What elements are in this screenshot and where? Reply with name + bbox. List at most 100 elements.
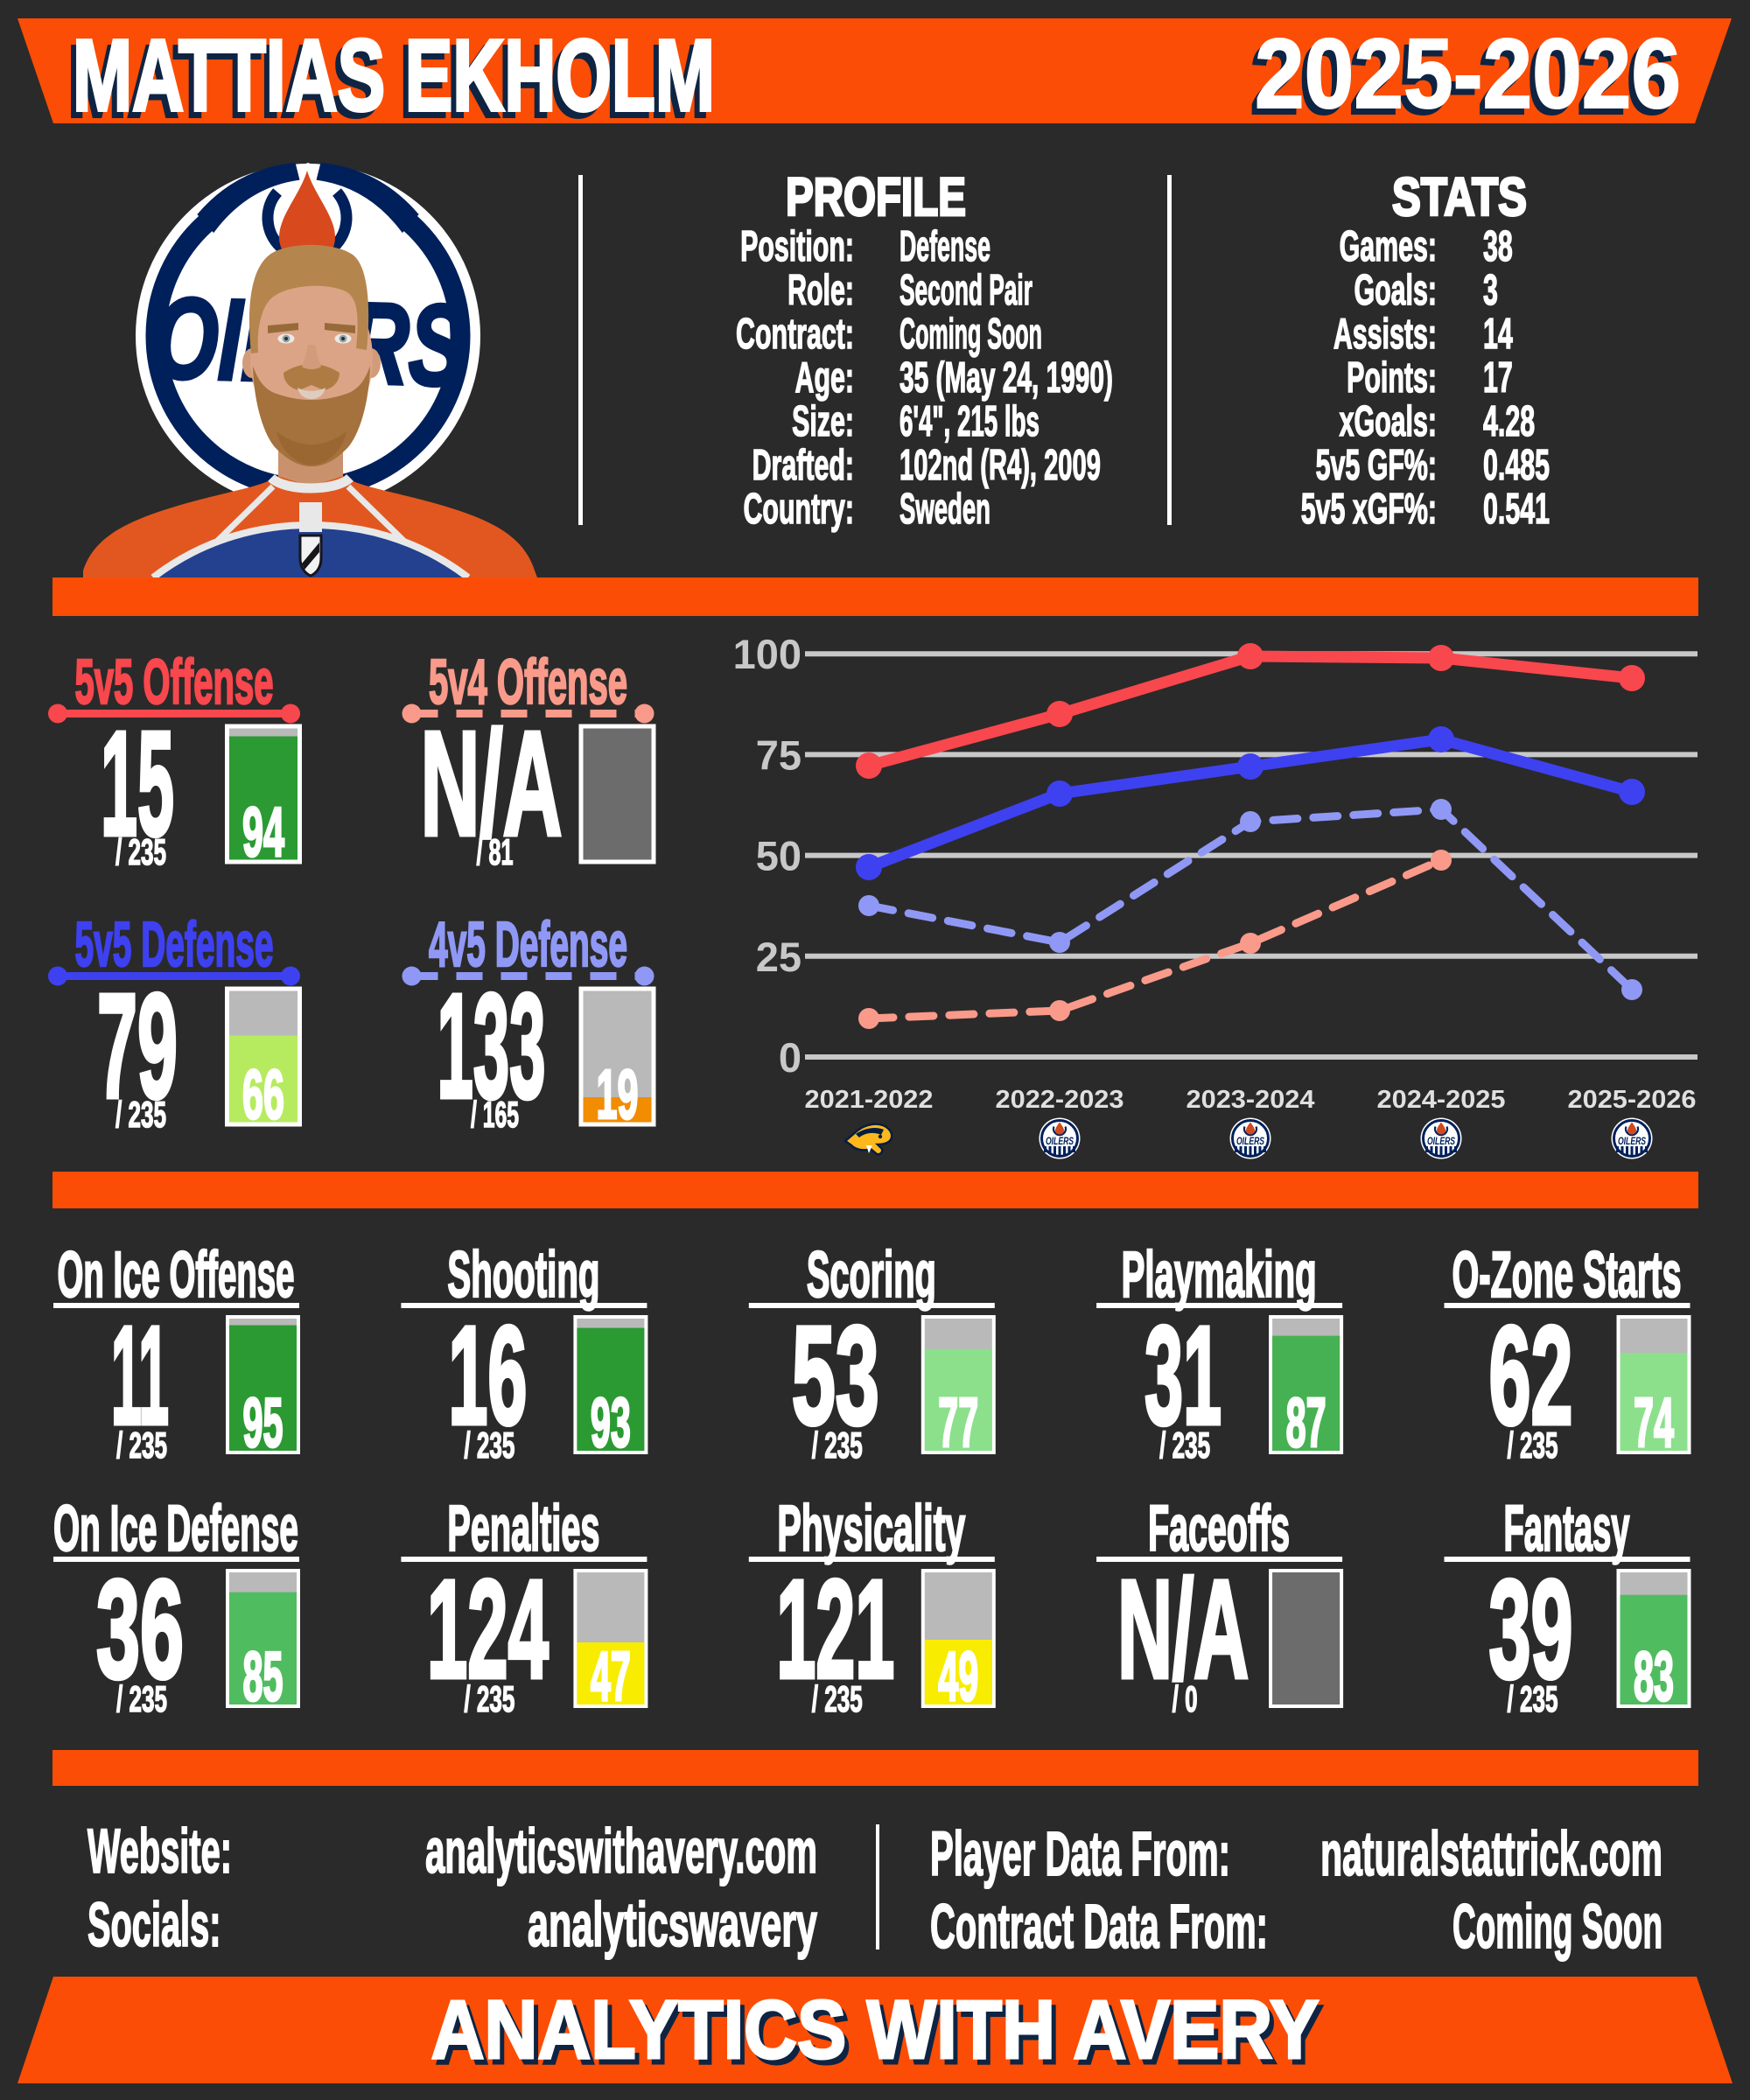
svg-text:Assists:: Assists: [1334, 310, 1437, 358]
svg-text:74: 74 [1634, 1383, 1674, 1461]
svg-text:Shooting: Shooting [447, 1238, 599, 1311]
svg-text:11: 11 [111, 1297, 169, 1453]
svg-text:2025-2026: 2025-2026 [1568, 1086, 1697, 1114]
svg-text:/ 235: / 235 [116, 1425, 167, 1466]
svg-text:83: 83 [1634, 1637, 1674, 1715]
svg-text:25: 25 [756, 934, 802, 980]
svg-text:Player Data From:: Player Data From: [930, 1820, 1230, 1889]
svg-text:Points:: Points: [1347, 354, 1437, 402]
svg-text:Coming Soon: Coming Soon [1452, 1892, 1662, 1961]
svg-text:Faceoffs: Faceoffs [1148, 1492, 1290, 1565]
svg-text:62: 62 [1489, 1298, 1573, 1454]
svg-text:N/A: N/A [421, 702, 563, 867]
svg-text:On Ice Defense: On Ice Defense [53, 1493, 298, 1565]
svg-text:Contract:: Contract: [736, 310, 854, 358]
svg-text:85: 85 [243, 1637, 284, 1715]
svg-text:6'4", 215 lbs: 6'4", 215 lbs [900, 398, 1040, 445]
svg-text:/ 235: / 235 [1508, 1679, 1558, 1720]
svg-text:2021-2022: 2021-2022 [805, 1086, 934, 1114]
svg-text:102nd (R4), 2009: 102nd (R4), 2009 [900, 441, 1101, 489]
svg-text:/ 81: / 81 [477, 833, 514, 873]
svg-text:3: 3 [1483, 266, 1498, 314]
svg-text:Sweden: Sweden [900, 486, 990, 533]
svg-text:15: 15 [101, 700, 174, 866]
svg-text:4.28: 4.28 [1483, 397, 1535, 445]
svg-text:36: 36 [96, 1551, 184, 1708]
svg-text:124: 124 [427, 1552, 549, 1708]
svg-text:O-Zone Starts: O-Zone Starts [1452, 1238, 1682, 1312]
svg-text:ANALYTICS WITH AVERY: ANALYTICS WITH AVERY [436, 1989, 1324, 2082]
svg-text:/ 235: / 235 [1508, 1425, 1558, 1466]
svg-text:Goals:: Goals: [1354, 266, 1437, 314]
svg-text:2022-2023: 2022-2023 [996, 1086, 1124, 1114]
svg-text:/ 165: / 165 [471, 1095, 519, 1135]
svg-text:95: 95 [243, 1383, 284, 1461]
svg-text:OILERS: OILERS [1046, 1137, 1074, 1148]
svg-text:Drafted:: Drafted: [752, 441, 854, 489]
svg-text:/ 235: / 235 [116, 832, 166, 873]
svg-text:133: 133 [437, 962, 545, 1129]
svg-text:2025-2026: 2025-2026 [1255, 18, 1681, 129]
svg-text:OILERS: OILERS [1618, 1137, 1646, 1148]
svg-text:STATS: STATS [1392, 167, 1527, 227]
svg-text:14: 14 [1483, 310, 1513, 358]
svg-text:2023-2024: 2023-2024 [1186, 1086, 1315, 1114]
svg-text:93: 93 [591, 1383, 631, 1461]
svg-text:87: 87 [1286, 1383, 1326, 1461]
svg-text:5v4 Offense: 5v4 Offense [429, 648, 627, 718]
svg-text:75: 75 [756, 732, 802, 778]
svg-text:xGoals:: xGoals: [1340, 397, 1437, 445]
svg-text:Website:: Website: [88, 1817, 232, 1886]
svg-text:5v5 Offense: 5v5 Offense [75, 648, 274, 718]
svg-text:100: 100 [733, 631, 802, 677]
svg-text:/ 235: / 235 [812, 1679, 863, 1720]
svg-text:5v5 xGF%:: 5v5 xGF%: [1301, 485, 1437, 533]
svg-text:/ 235: / 235 [116, 1679, 167, 1720]
svg-text:Defense: Defense [900, 223, 990, 271]
svg-text:Fantasy: Fantasy [1504, 1494, 1630, 1565]
svg-text:analyticswavery: analyticswavery [528, 1891, 817, 1960]
svg-text:Socials:: Socials: [88, 1891, 220, 1960]
svg-text:Playmaking: Playmaking [1122, 1238, 1317, 1311]
svg-text:19: 19 [597, 1055, 639, 1134]
svg-text:MATTIAS EKHOLM: MATTIAS EKHOLM [73, 19, 715, 132]
svg-text:0.541: 0.541 [1483, 485, 1550, 533]
svg-text:66: 66 [242, 1055, 284, 1134]
svg-text:38: 38 [1483, 222, 1513, 270]
svg-text:49: 49 [938, 1637, 978, 1715]
svg-text:/ 235: / 235 [116, 1095, 166, 1136]
svg-text:Contract Data From:: Contract Data From: [930, 1893, 1268, 1962]
svg-text:/ 235: / 235 [464, 1425, 514, 1466]
svg-text:121: 121 [776, 1550, 894, 1707]
svg-text:Physicality: Physicality [777, 1492, 965, 1564]
svg-text:N/A: N/A [1117, 1551, 1249, 1708]
svg-text:/ 235: / 235 [812, 1425, 863, 1466]
svg-text:Age:: Age: [795, 354, 854, 402]
svg-text:OILERS: OILERS [1427, 1137, 1455, 1148]
svg-text:Scoring: Scoring [807, 1238, 936, 1311]
svg-text:79: 79 [97, 963, 178, 1129]
svg-text:50: 50 [756, 833, 802, 879]
svg-text:5v5 GF%:: 5v5 GF%: [1316, 441, 1437, 489]
svg-text:MATTIAS EKHOLM: MATTIAS EKHOLM [67, 25, 710, 138]
svg-text:/ 235: / 235 [464, 1679, 514, 1720]
svg-text:39: 39 [1489, 1552, 1573, 1708]
svg-text:4v5 Defense: 4v5 Defense [429, 911, 627, 981]
svg-text:/ 235: / 235 [1159, 1425, 1210, 1466]
svg-text:53: 53 [792, 1298, 879, 1454]
svg-text:Country:: Country: [743, 485, 854, 533]
svg-text:Size:: Size: [792, 397, 854, 445]
svg-text:OILERS: OILERS [1236, 1137, 1264, 1148]
svg-text:PROFILE: PROFILE [786, 166, 966, 227]
svg-text:analyticswithavery.com: analyticswithavery.com [425, 1817, 817, 1886]
svg-text:On Ice Offense: On Ice Offense [58, 1240, 295, 1312]
svg-text:0: 0 [779, 1034, 802, 1081]
svg-text:Penalties: Penalties [447, 1492, 599, 1565]
svg-text:35 (May 24, 1990): 35 (May 24, 1990) [900, 353, 1113, 402]
svg-text:2024-2025: 2024-2025 [1377, 1086, 1506, 1114]
svg-text:47: 47 [591, 1637, 631, 1715]
svg-text:0.485: 0.485 [1483, 441, 1550, 489]
svg-text:17: 17 [1483, 354, 1513, 402]
svg-text:/ 0: / 0 [1172, 1679, 1198, 1720]
svg-text:94: 94 [242, 793, 284, 872]
